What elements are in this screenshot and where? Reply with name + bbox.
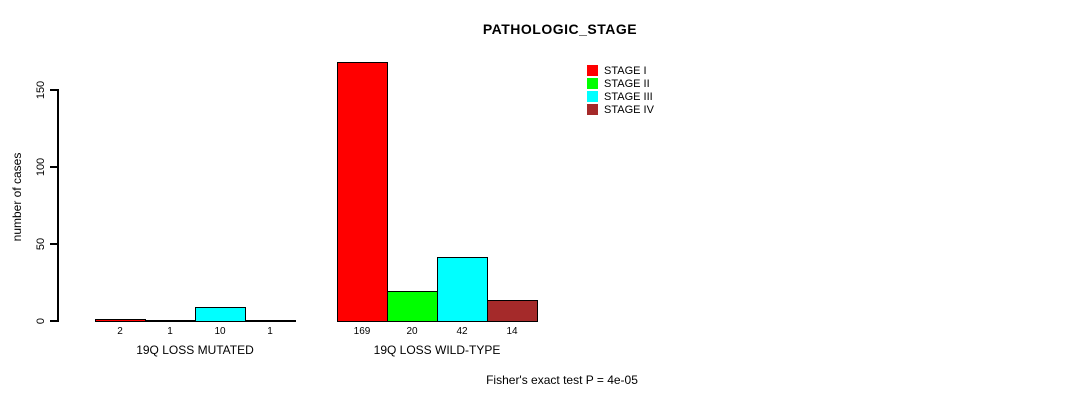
stat-annotation: Fisher's exact test P = 4e-05	[486, 373, 638, 387]
y-tick-label: 0	[35, 317, 47, 325]
bar	[337, 61, 388, 322]
bar	[195, 306, 246, 322]
bar	[145, 320, 196, 322]
y-axis-label: number of cases	[10, 152, 24, 242]
legend-row: STAGE I	[587, 64, 654, 77]
legend-row: STAGE II	[587, 77, 654, 90]
bar-value-label: 1	[267, 326, 273, 337]
bar	[487, 300, 538, 322]
y-tick-label: 50	[35, 237, 47, 251]
x-category-label: 19Q LOSS WILD-TYPE	[373, 343, 501, 357]
y-tick-label: 150	[35, 80, 47, 100]
x-category-label: 19Q LOSS MUTATED	[136, 343, 254, 357]
y-tick-mark	[50, 243, 58, 245]
legend-swatch-icon	[587, 78, 598, 89]
bar-value-label: 2	[117, 326, 123, 337]
y-tick-mark	[50, 320, 58, 322]
legend-swatch-icon	[587, 91, 598, 102]
bar	[387, 291, 438, 322]
legend-label: STAGE III	[604, 90, 653, 103]
legend-row: STAGE III	[587, 90, 654, 103]
legend: STAGE I STAGE II STAGE III STAGE IV	[587, 64, 654, 116]
bar-value-label: 1	[167, 326, 173, 337]
legend-swatch-icon	[587, 104, 598, 115]
bar-value-label: 14	[506, 326, 518, 337]
legend-row: STAGE IV	[587, 103, 654, 116]
y-tick-label: 100	[35, 157, 47, 177]
y-tick-mark	[50, 89, 58, 91]
chart-title: PATHOLOGIC_STAGE	[482, 21, 638, 37]
y-tick-mark	[50, 166, 58, 168]
bar-value-label: 169	[353, 326, 371, 337]
bar	[437, 257, 488, 322]
bar	[95, 318, 146, 322]
bar	[245, 320, 296, 322]
y-axis-line	[57, 89, 59, 322]
legend-label: STAGE I	[604, 64, 647, 77]
legend-label: STAGE IV	[604, 103, 654, 116]
bar-value-label: 42	[456, 326, 468, 337]
bar-value-label: 10	[214, 326, 226, 337]
bar-value-label: 20	[406, 326, 418, 337]
legend-label: STAGE II	[604, 77, 650, 90]
legend-swatch-icon	[587, 65, 598, 76]
